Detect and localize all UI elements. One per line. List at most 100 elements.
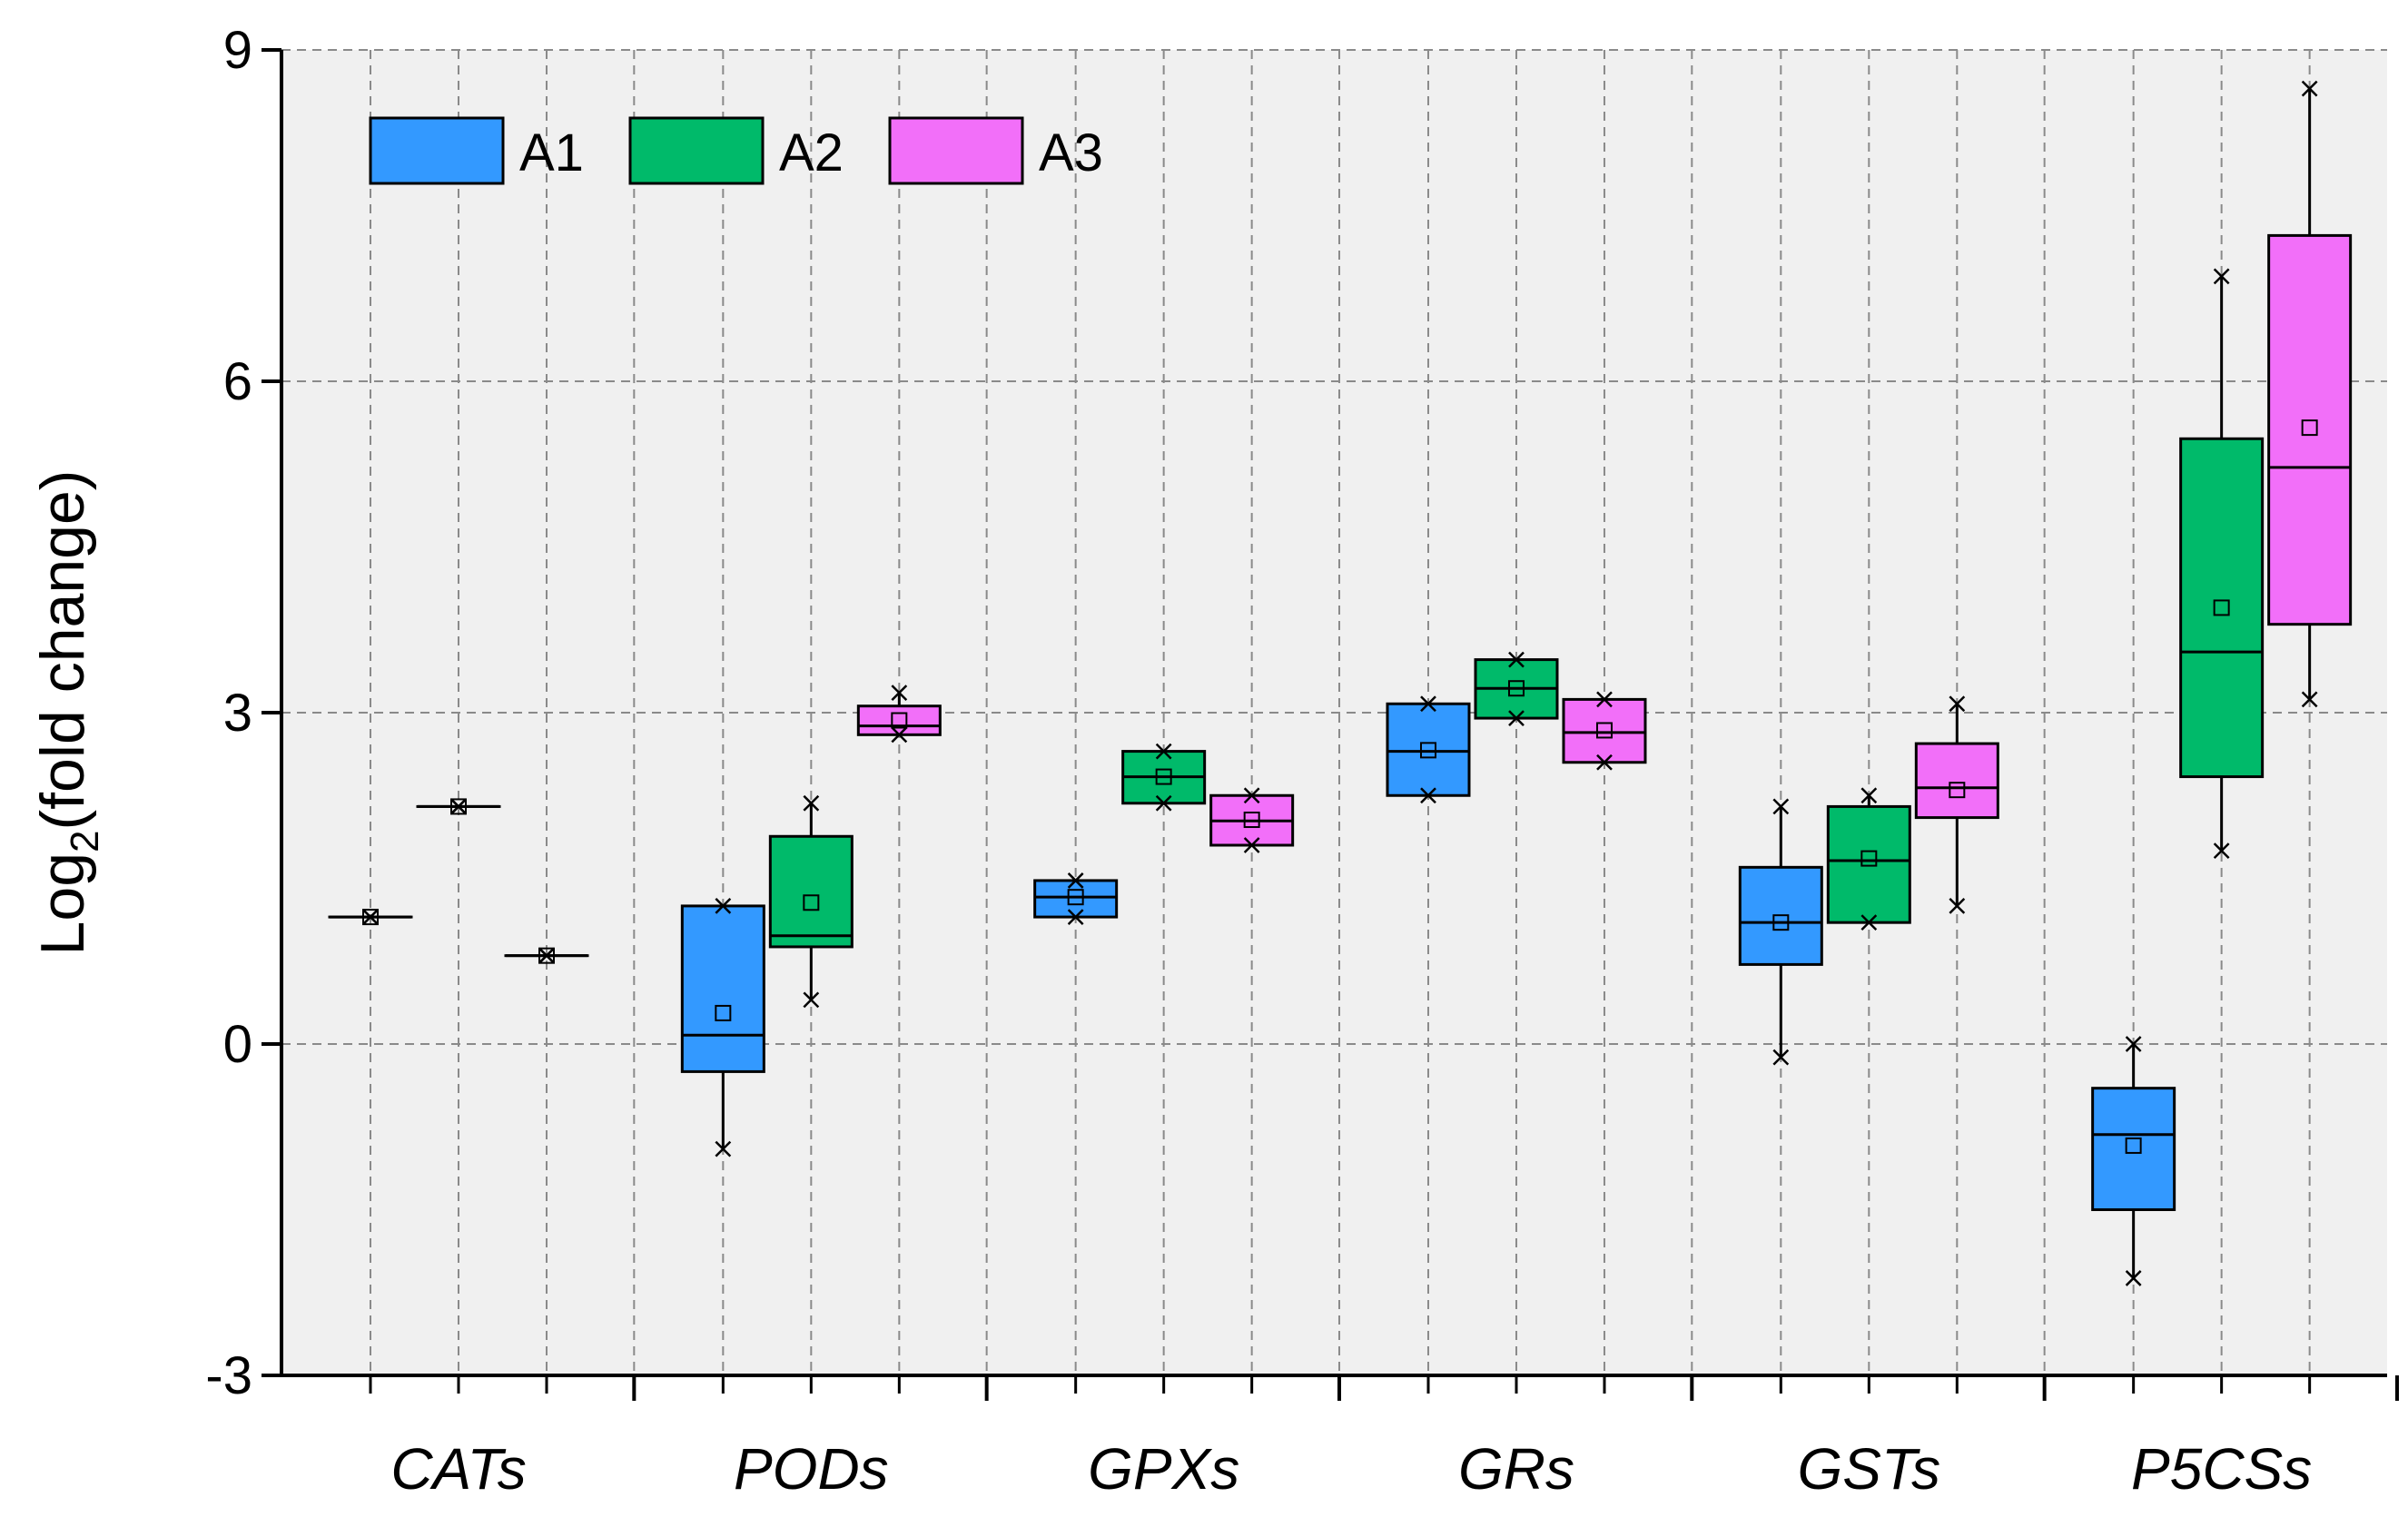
x-category-label: GPXs xyxy=(1088,1436,1239,1502)
axes: -3 0 3 6 9 CATs PODs GPXs GRs GSTs P5CSs xyxy=(205,21,2399,1502)
max-marker xyxy=(1508,651,1525,668)
mean-marker xyxy=(1860,850,1878,867)
legend-swatch xyxy=(369,116,505,185)
box-A3-GRs xyxy=(1562,691,1647,771)
box-A1-GRs xyxy=(1386,695,1471,804)
box-A2-P5CSs xyxy=(2179,268,2265,859)
max-marker xyxy=(2125,1036,2142,1052)
mean-marker xyxy=(715,1004,732,1021)
mean-marker xyxy=(1243,812,1260,829)
min-marker xyxy=(362,909,379,925)
mean-marker xyxy=(450,798,467,815)
min-marker xyxy=(450,798,467,815)
max-marker xyxy=(2301,80,2318,97)
min-marker xyxy=(1155,794,1172,812)
min-marker xyxy=(1243,837,1260,853)
mean-marker xyxy=(1595,722,1613,739)
box-body xyxy=(1033,879,1119,919)
max-marker xyxy=(1067,872,1084,889)
y-axis-title-subscript: 2 xyxy=(63,830,107,852)
box-A2-PODs xyxy=(768,794,854,1009)
min-marker xyxy=(538,947,555,964)
legend-item-A3: A3 xyxy=(888,116,1103,185)
x-category-label: P5CSs xyxy=(2131,1436,2312,1502)
legend-swatch xyxy=(888,116,1024,185)
y-tick-label: 0 xyxy=(223,1015,252,1074)
min-marker xyxy=(1772,1049,1790,1066)
mean-marker xyxy=(2125,1137,2142,1154)
min-marker xyxy=(1949,898,1966,914)
min-marker xyxy=(715,1140,732,1157)
max-marker xyxy=(1596,691,1613,708)
box-A3-PODs xyxy=(856,685,942,744)
max-marker xyxy=(715,898,732,914)
y-tick-label: 6 xyxy=(223,352,252,411)
box-body xyxy=(1386,702,1471,797)
legend-swatch xyxy=(628,116,765,185)
min-marker xyxy=(1420,787,1436,804)
box-A1-GPXs xyxy=(1033,872,1119,925)
min-marker xyxy=(2301,691,2318,708)
y-axis-title: Log2(fold change) xyxy=(28,470,107,956)
box-body xyxy=(2267,233,2353,626)
max-marker xyxy=(803,794,820,812)
legend-label: A2 xyxy=(779,123,844,182)
mean-marker xyxy=(538,947,555,964)
min-marker xyxy=(1508,710,1525,726)
max-marker xyxy=(1420,695,1436,713)
legend-item-A2: A2 xyxy=(628,116,844,185)
min-marker xyxy=(803,991,820,1009)
min-marker xyxy=(1596,754,1613,771)
mean-marker xyxy=(803,894,820,911)
box-body xyxy=(768,834,854,949)
y-axis-title-rest: (fold change) xyxy=(28,470,97,831)
mean-marker xyxy=(1772,914,1790,931)
box-A1-CATs xyxy=(328,909,413,926)
max-marker xyxy=(1243,787,1260,804)
mean-marker xyxy=(362,909,379,926)
box-A3-GSTs xyxy=(1914,695,1999,914)
box-body xyxy=(2179,437,2265,779)
y-axis-title-main: Log xyxy=(28,852,97,955)
max-marker xyxy=(1772,798,1790,815)
legend: A1 A2 A3 xyxy=(369,116,1103,185)
max-marker xyxy=(2213,268,2230,285)
box-body xyxy=(1826,804,1911,924)
box-body xyxy=(680,904,765,1073)
box-A3-GPXs xyxy=(1209,787,1295,853)
box-A2-GSTs xyxy=(1826,787,1911,931)
legend-label: A1 xyxy=(519,123,584,182)
box-A3-P5CSs xyxy=(2267,80,2353,708)
y-tick-label: -3 xyxy=(205,1346,252,1405)
box-A2-CATs xyxy=(416,798,501,815)
mean-marker xyxy=(1949,782,1966,799)
legend-item-A1: A1 xyxy=(369,116,584,185)
max-marker xyxy=(1155,743,1172,760)
mean-marker xyxy=(1155,768,1172,785)
box-body xyxy=(1914,742,1999,820)
box-A3-CATs xyxy=(504,947,589,964)
x-category-label: GRs xyxy=(1458,1436,1574,1502)
x-category-label: CATs xyxy=(390,1436,526,1502)
legend-label: A3 xyxy=(1039,123,1103,182)
min-marker xyxy=(891,726,908,744)
max-marker xyxy=(891,685,908,701)
max-marker xyxy=(1949,695,1966,713)
x-category-label: PODs xyxy=(734,1436,889,1502)
min-marker xyxy=(1067,909,1084,925)
mean-marker xyxy=(891,712,908,729)
grid-lines xyxy=(281,49,2387,1375)
max-marker xyxy=(1860,787,1878,804)
y-tick-label: 9 xyxy=(223,21,252,80)
box-A1-GSTs xyxy=(1738,798,1823,1066)
box-A1-P5CSs xyxy=(2091,1036,2176,1286)
box-A2-GRs xyxy=(1474,651,1559,726)
min-marker xyxy=(2125,1270,2142,1286)
box-body xyxy=(856,704,942,736)
mean-marker xyxy=(2213,599,2230,616)
box-body xyxy=(1562,697,1647,764)
box-A1-PODs xyxy=(680,898,765,1157)
min-marker xyxy=(2213,842,2230,859)
mean-marker xyxy=(1507,680,1525,697)
